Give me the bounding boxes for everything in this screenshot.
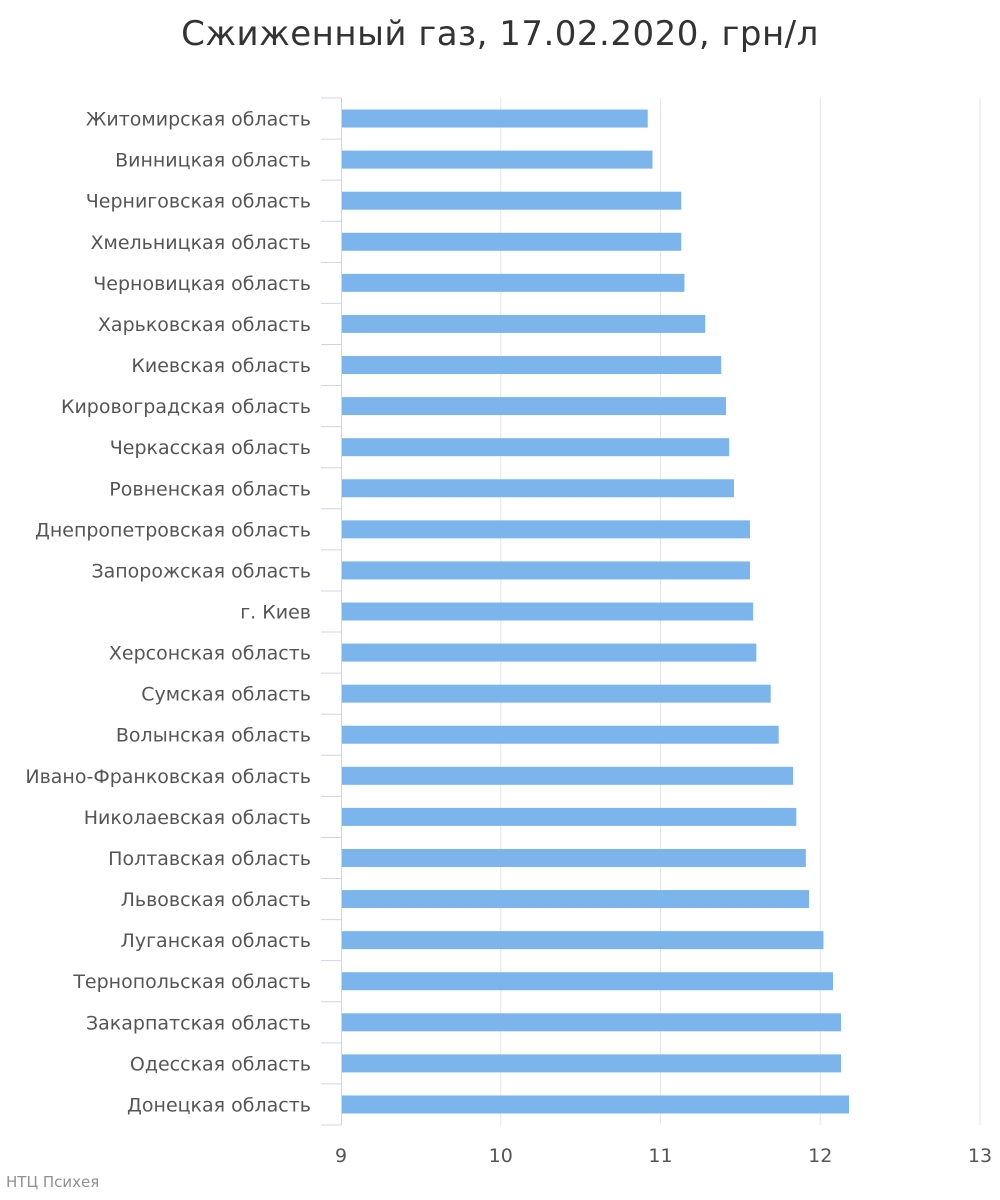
bar bbox=[342, 807, 797, 826]
category-label: Волынская область bbox=[116, 725, 311, 747]
category-label: Черновицкая область bbox=[93, 273, 311, 295]
category-label: Донецкая область bbox=[127, 1094, 311, 1116]
category-label: Запорожская область bbox=[91, 560, 311, 582]
category-label: Киевская область bbox=[131, 355, 311, 377]
bar bbox=[342, 684, 771, 703]
category-label: Сумская область bbox=[141, 684, 311, 706]
category-label: Хмельницкая область bbox=[90, 232, 311, 254]
category-label: Винницкая область bbox=[115, 150, 311, 172]
bar bbox=[342, 314, 706, 333]
bar bbox=[342, 1054, 842, 1073]
bar bbox=[342, 232, 682, 251]
bar bbox=[342, 479, 734, 498]
bar bbox=[342, 273, 685, 292]
category-label: Днепропетровская область bbox=[35, 519, 311, 541]
chart-title: Сжиженный газ, 17.02.2020, грн/л bbox=[181, 14, 819, 54]
bar bbox=[342, 602, 754, 621]
bar bbox=[342, 643, 757, 662]
x-tick-label: 13 bbox=[968, 1145, 992, 1167]
category-label: Полтавская область bbox=[108, 848, 311, 870]
category-label: Одесская область bbox=[130, 1053, 311, 1075]
x-tick-label: 12 bbox=[808, 1145, 832, 1167]
bar bbox=[342, 1095, 850, 1114]
credit-label: НТЦ Психея bbox=[6, 1173, 100, 1191]
bar bbox=[342, 725, 779, 744]
x-tick-label: 10 bbox=[489, 1145, 513, 1167]
category-label: Кировоградская область bbox=[61, 396, 311, 418]
category-label: Львовская область bbox=[121, 889, 311, 911]
category-label: Луганская область bbox=[121, 930, 311, 952]
category-label: Харьковская область bbox=[98, 314, 311, 336]
bar bbox=[342, 397, 726, 416]
x-tick-label: 11 bbox=[648, 1145, 672, 1167]
category-label: Закарпатская область bbox=[86, 1012, 311, 1034]
category-label: г. Киев bbox=[240, 602, 311, 624]
bar bbox=[342, 438, 730, 457]
x-tick-label: 9 bbox=[335, 1145, 347, 1167]
category-label: Николаевская область bbox=[84, 807, 311, 829]
bar bbox=[342, 848, 806, 867]
category-label: Ивано-Франковская область bbox=[25, 766, 311, 788]
bar bbox=[342, 890, 810, 909]
bar bbox=[342, 191, 682, 210]
bar bbox=[342, 520, 750, 539]
category-label: Ровненская область bbox=[109, 478, 311, 500]
category-label: Черкасская область bbox=[110, 437, 311, 459]
category-label: Херсонская область bbox=[109, 643, 311, 665]
bar bbox=[342, 109, 648, 128]
bar bbox=[342, 972, 834, 991]
category-label: Житомирская область bbox=[86, 109, 311, 131]
bar bbox=[342, 356, 722, 375]
bar bbox=[342, 561, 750, 580]
bar bbox=[342, 931, 824, 950]
category-label: Тернопольская область bbox=[72, 971, 311, 993]
bar bbox=[342, 150, 653, 169]
bar bbox=[342, 766, 794, 785]
bar bbox=[342, 1013, 842, 1032]
category-label: Черниговская область bbox=[86, 191, 311, 213]
